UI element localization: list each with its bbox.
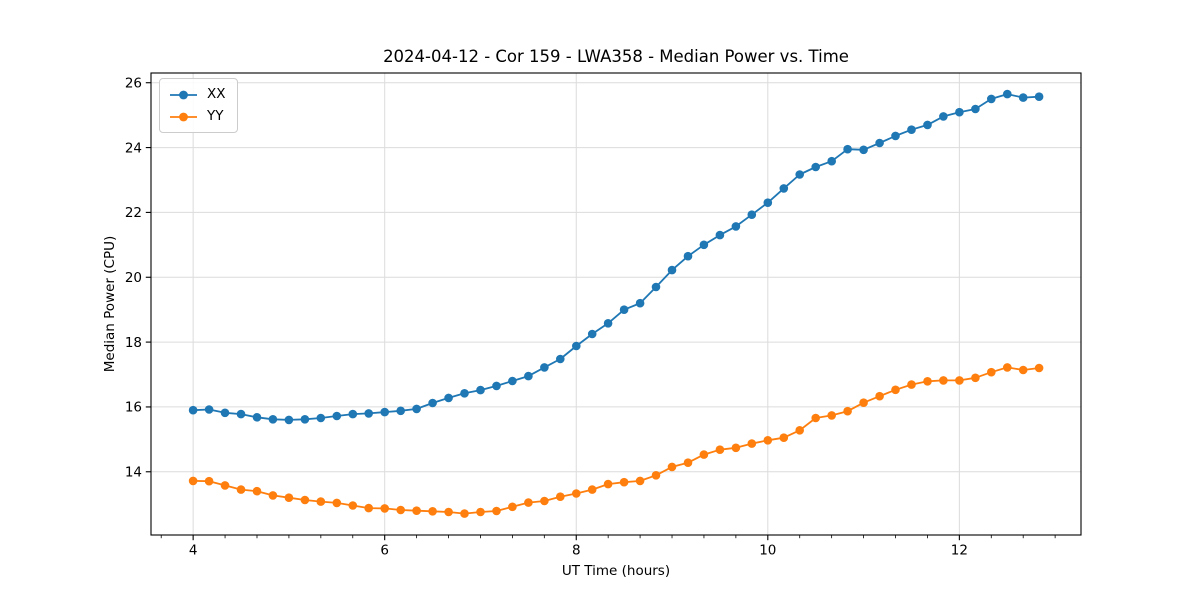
legend: XX YY — [159, 78, 238, 133]
legend-item-yy: YY — [168, 107, 226, 126]
x-axis-label: UT Time (hours) — [561, 563, 671, 579]
svg-text:26: 26 — [125, 76, 142, 92]
svg-text:18: 18 — [125, 335, 142, 351]
svg-text:20: 20 — [125, 270, 142, 286]
svg-text:22: 22 — [125, 205, 142, 221]
y-axis-label: Median Power (CPU) — [102, 235, 118, 373]
svg-text:16: 16 — [125, 400, 142, 416]
legend-line-marker-icon — [170, 112, 197, 121]
legend-item-xx: XX — [168, 85, 226, 104]
svg-text:14: 14 — [125, 465, 142, 481]
svg-text:4: 4 — [189, 543, 198, 559]
svg-text:24: 24 — [125, 140, 142, 156]
legend-label-yy: YY — [207, 108, 224, 124]
svg-text:6: 6 — [380, 543, 389, 559]
chart-title: 2024-04-12 - Cor 159 - LWA358 - Median P… — [383, 47, 849, 66]
legend-line-marker-icon — [170, 90, 197, 99]
legend-label-xx: XX — [207, 86, 226, 102]
svg-text:8: 8 — [572, 543, 581, 559]
svg-text:10: 10 — [759, 543, 776, 559]
svg-text:12: 12 — [951, 543, 968, 559]
